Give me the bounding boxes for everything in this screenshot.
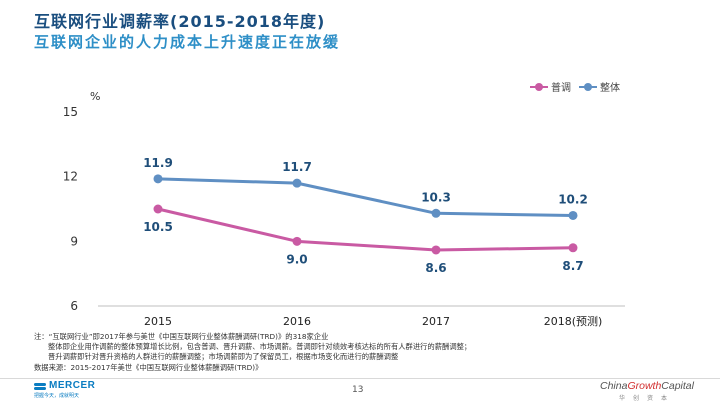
note-line-1: 注：“互联网行业”即2017年参与美世《中国互联网行业整体薪酬调研(TRD)》的… (34, 332, 329, 341)
y-tick-label: 6 (70, 299, 78, 313)
data-point (568, 243, 578, 253)
legend-item-zheng-ti: 整体 (579, 79, 620, 94)
mercer-mark-icon (34, 381, 46, 391)
y-tick-label: 9 (70, 234, 78, 248)
partner-name-china: China (600, 380, 628, 392)
data-label: 9.0 (286, 252, 307, 266)
series-line-1 (157, 177, 574, 217)
data-label: 10.5 (143, 220, 173, 234)
legend-item-pu-tiao: 普调 (530, 79, 571, 94)
data-point (431, 245, 441, 255)
data-point (292, 236, 302, 246)
note-line-2: 整体即企业用作调薪的整体预算增长比例，包含普调、晋升调薪、市场调薪。普调即针对绩… (48, 342, 472, 352)
legend-swatch-pu-tiao (530, 82, 548, 91)
chart-legend: 普调 整体 (530, 79, 620, 94)
legend-swatch-zheng-ti (579, 82, 597, 91)
note-line-4: 数据来源：2015-2017年美世《中国互联网行业整体薪酬调研(TRD)》 (34, 362, 263, 372)
x-tick-label: 2018(预测) (544, 315, 603, 328)
mercer-tagline: 把握今天，成就明天 (34, 393, 80, 399)
y-axis-unit: % (90, 90, 100, 103)
partner-logo: ChinaGrowthCapital 华创资本 (600, 380, 694, 402)
partner-sub: 华创资本 (618, 395, 675, 402)
data-point (431, 208, 441, 218)
data-label: 11.7 (282, 160, 312, 174)
page-number: 13 (352, 385, 364, 395)
partner-name-capital: Capital (661, 380, 694, 392)
series-line-0 (157, 207, 574, 252)
y-tick-label: 15 (63, 105, 78, 119)
data-label: 8.7 (562, 259, 583, 273)
data-label: 11.9 (143, 156, 173, 170)
x-tick-label: 2015 (144, 315, 172, 328)
data-point (153, 204, 163, 214)
data-point (568, 210, 578, 220)
legend-label-zheng-ti: 整体 (600, 83, 620, 94)
data-label: 8.6 (425, 261, 446, 275)
legend-label-pu-tiao: 普调 (551, 83, 571, 94)
line-chart: % 6 9 12 15 2015 2016 2017 2018(预测) 10.5 9.0 8.6 8.7… (63, 90, 625, 328)
footer-divider (0, 378, 720, 379)
y-tick-label: 12 (63, 170, 78, 184)
partner-name-growth: Growth (627, 380, 662, 392)
data-label: 10.3 (421, 190, 451, 204)
notes: 注：“互联网行业”即2017年参与美世《中国互联网行业整体薪酬调研(TRD)》的… (34, 332, 471, 373)
x-tick-label: 2017 (422, 315, 450, 328)
data-point (292, 178, 302, 188)
data-point (153, 174, 163, 184)
mercer-logo: MERCER 把握今天，成就明天 (34, 380, 95, 399)
data-label: 10.2 (558, 192, 588, 206)
mercer-brand-name: MERCER (49, 380, 96, 391)
page-title: 互联网行业调薪率(2015-2018年度) (34, 12, 326, 31)
note-line-3: 晋升调薪即针对晋升资格的人群进行的薪酬调整；市场调薪即为了保留员工，根据市场变化… (48, 352, 399, 362)
x-tick-label: 2016 (283, 315, 311, 328)
page-subtitle: 互联网企业的人力成本上升速度正在放缓 (34, 33, 341, 51)
